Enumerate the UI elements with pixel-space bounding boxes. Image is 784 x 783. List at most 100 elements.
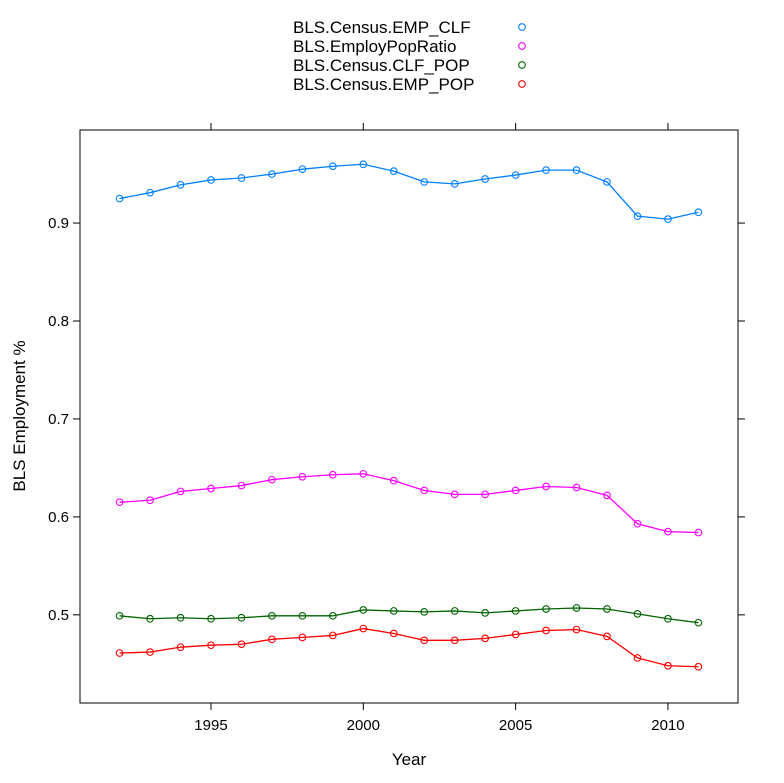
y-tick-label: 0.5 bbox=[48, 607, 69, 624]
data-point bbox=[481, 490, 490, 499]
data-point bbox=[298, 611, 307, 620]
data-point bbox=[664, 215, 672, 223]
data-point bbox=[511, 630, 520, 639]
data-point bbox=[572, 166, 581, 175]
series-BLS.EmployPopRatio bbox=[115, 469, 703, 537]
data-point bbox=[146, 496, 154, 505]
data-point bbox=[237, 640, 246, 649]
data-point bbox=[450, 490, 459, 499]
series-BLS.Census.CLF_POP bbox=[115, 604, 703, 627]
data-point bbox=[511, 607, 520, 615]
data-point bbox=[237, 613, 246, 622]
data-point bbox=[268, 170, 276, 178]
data-point bbox=[450, 636, 459, 645]
legend-marker bbox=[518, 61, 526, 69]
data-point bbox=[176, 487, 185, 496]
data-point bbox=[420, 178, 429, 186]
data-point bbox=[511, 486, 520, 495]
data-point bbox=[694, 528, 703, 537]
data-point bbox=[146, 614, 154, 623]
data-point bbox=[511, 171, 520, 179]
y-tick-label: 0.6 bbox=[48, 509, 69, 526]
data-point bbox=[176, 613, 185, 622]
x-tick-label: 2000 bbox=[347, 717, 380, 734]
data-point bbox=[298, 472, 307, 481]
legend-label: BLS.Census.EMP_CLF bbox=[293, 18, 471, 37]
data-point bbox=[115, 611, 124, 620]
legend-marker bbox=[518, 23, 526, 31]
data-point bbox=[664, 527, 672, 536]
axes: 1995 2000 2005 2010 0.5 0.6 0.7 0.8 0.9 bbox=[48, 123, 745, 734]
data-point bbox=[572, 625, 581, 634]
data-point bbox=[603, 605, 611, 613]
data-point bbox=[542, 166, 550, 175]
data-point bbox=[694, 662, 703, 671]
data-point bbox=[146, 188, 154, 197]
legend-label: BLS.Census.EMP_POP bbox=[293, 75, 474, 94]
series-line bbox=[119, 627, 699, 668]
data-point bbox=[115, 649, 124, 657]
data-point bbox=[572, 483, 581, 492]
data-point bbox=[115, 498, 124, 507]
data-point bbox=[420, 636, 429, 645]
data-point bbox=[542, 626, 550, 635]
data-point bbox=[237, 174, 246, 182]
data-point bbox=[359, 160, 368, 169]
legend: BLS.Census.EMP_CLFBLS.EmployPopRatioBLS.… bbox=[293, 18, 526, 94]
legend-label: BLS.Census.CLF_POP bbox=[293, 56, 470, 75]
data-point bbox=[389, 629, 398, 638]
data-point bbox=[328, 631, 337, 640]
series-BLS.Census.EMP_POP bbox=[115, 624, 703, 671]
data-point bbox=[237, 481, 246, 490]
data-point bbox=[664, 661, 672, 670]
data-point bbox=[481, 609, 490, 617]
data-point bbox=[633, 212, 642, 221]
data-point bbox=[633, 654, 642, 662]
data-point bbox=[389, 476, 398, 485]
data-point bbox=[633, 610, 642, 618]
data-point bbox=[603, 632, 611, 641]
data-point bbox=[176, 643, 185, 652]
y-tick-label: 0.8 bbox=[48, 313, 69, 330]
data-point bbox=[207, 484, 215, 493]
series-layer bbox=[115, 160, 703, 671]
series-BLS.Census.EMP_CLF bbox=[115, 160, 703, 223]
data-point bbox=[603, 178, 611, 186]
data-point bbox=[268, 635, 276, 644]
data-point bbox=[268, 475, 276, 484]
data-point bbox=[450, 180, 459, 188]
data-point bbox=[450, 607, 459, 615]
data-point bbox=[481, 634, 490, 643]
data-point bbox=[328, 611, 337, 620]
x-tick-label: 2005 bbox=[499, 717, 532, 734]
y-tick-label: 0.7 bbox=[48, 411, 69, 428]
plot-area-frame bbox=[79, 129, 739, 704]
series-line bbox=[119, 163, 699, 220]
y-tick-label: 0.9 bbox=[48, 215, 69, 232]
data-point bbox=[633, 519, 642, 528]
data-point bbox=[298, 165, 307, 174]
data-point bbox=[420, 608, 429, 616]
y-axis-title: BLS Employment % bbox=[10, 340, 29, 491]
data-point bbox=[694, 208, 703, 217]
data-point bbox=[328, 470, 337, 479]
data-point bbox=[542, 605, 550, 613]
data-point bbox=[298, 633, 307, 642]
x-axis-title: Year bbox=[392, 750, 427, 769]
data-point bbox=[115, 194, 124, 203]
data-point bbox=[146, 648, 154, 656]
legend-marker bbox=[518, 42, 526, 50]
data-point bbox=[389, 167, 398, 175]
data-point bbox=[542, 482, 550, 491]
legend-label: BLS.EmployPopRatio bbox=[293, 37, 456, 56]
data-point bbox=[481, 175, 490, 183]
data-point bbox=[176, 181, 185, 189]
data-point bbox=[207, 176, 215, 184]
data-point bbox=[572, 604, 581, 612]
series-line bbox=[119, 607, 699, 624]
data-point bbox=[664, 614, 672, 623]
data-point bbox=[207, 614, 215, 623]
legend-marker bbox=[518, 80, 526, 88]
data-point bbox=[603, 491, 611, 500]
